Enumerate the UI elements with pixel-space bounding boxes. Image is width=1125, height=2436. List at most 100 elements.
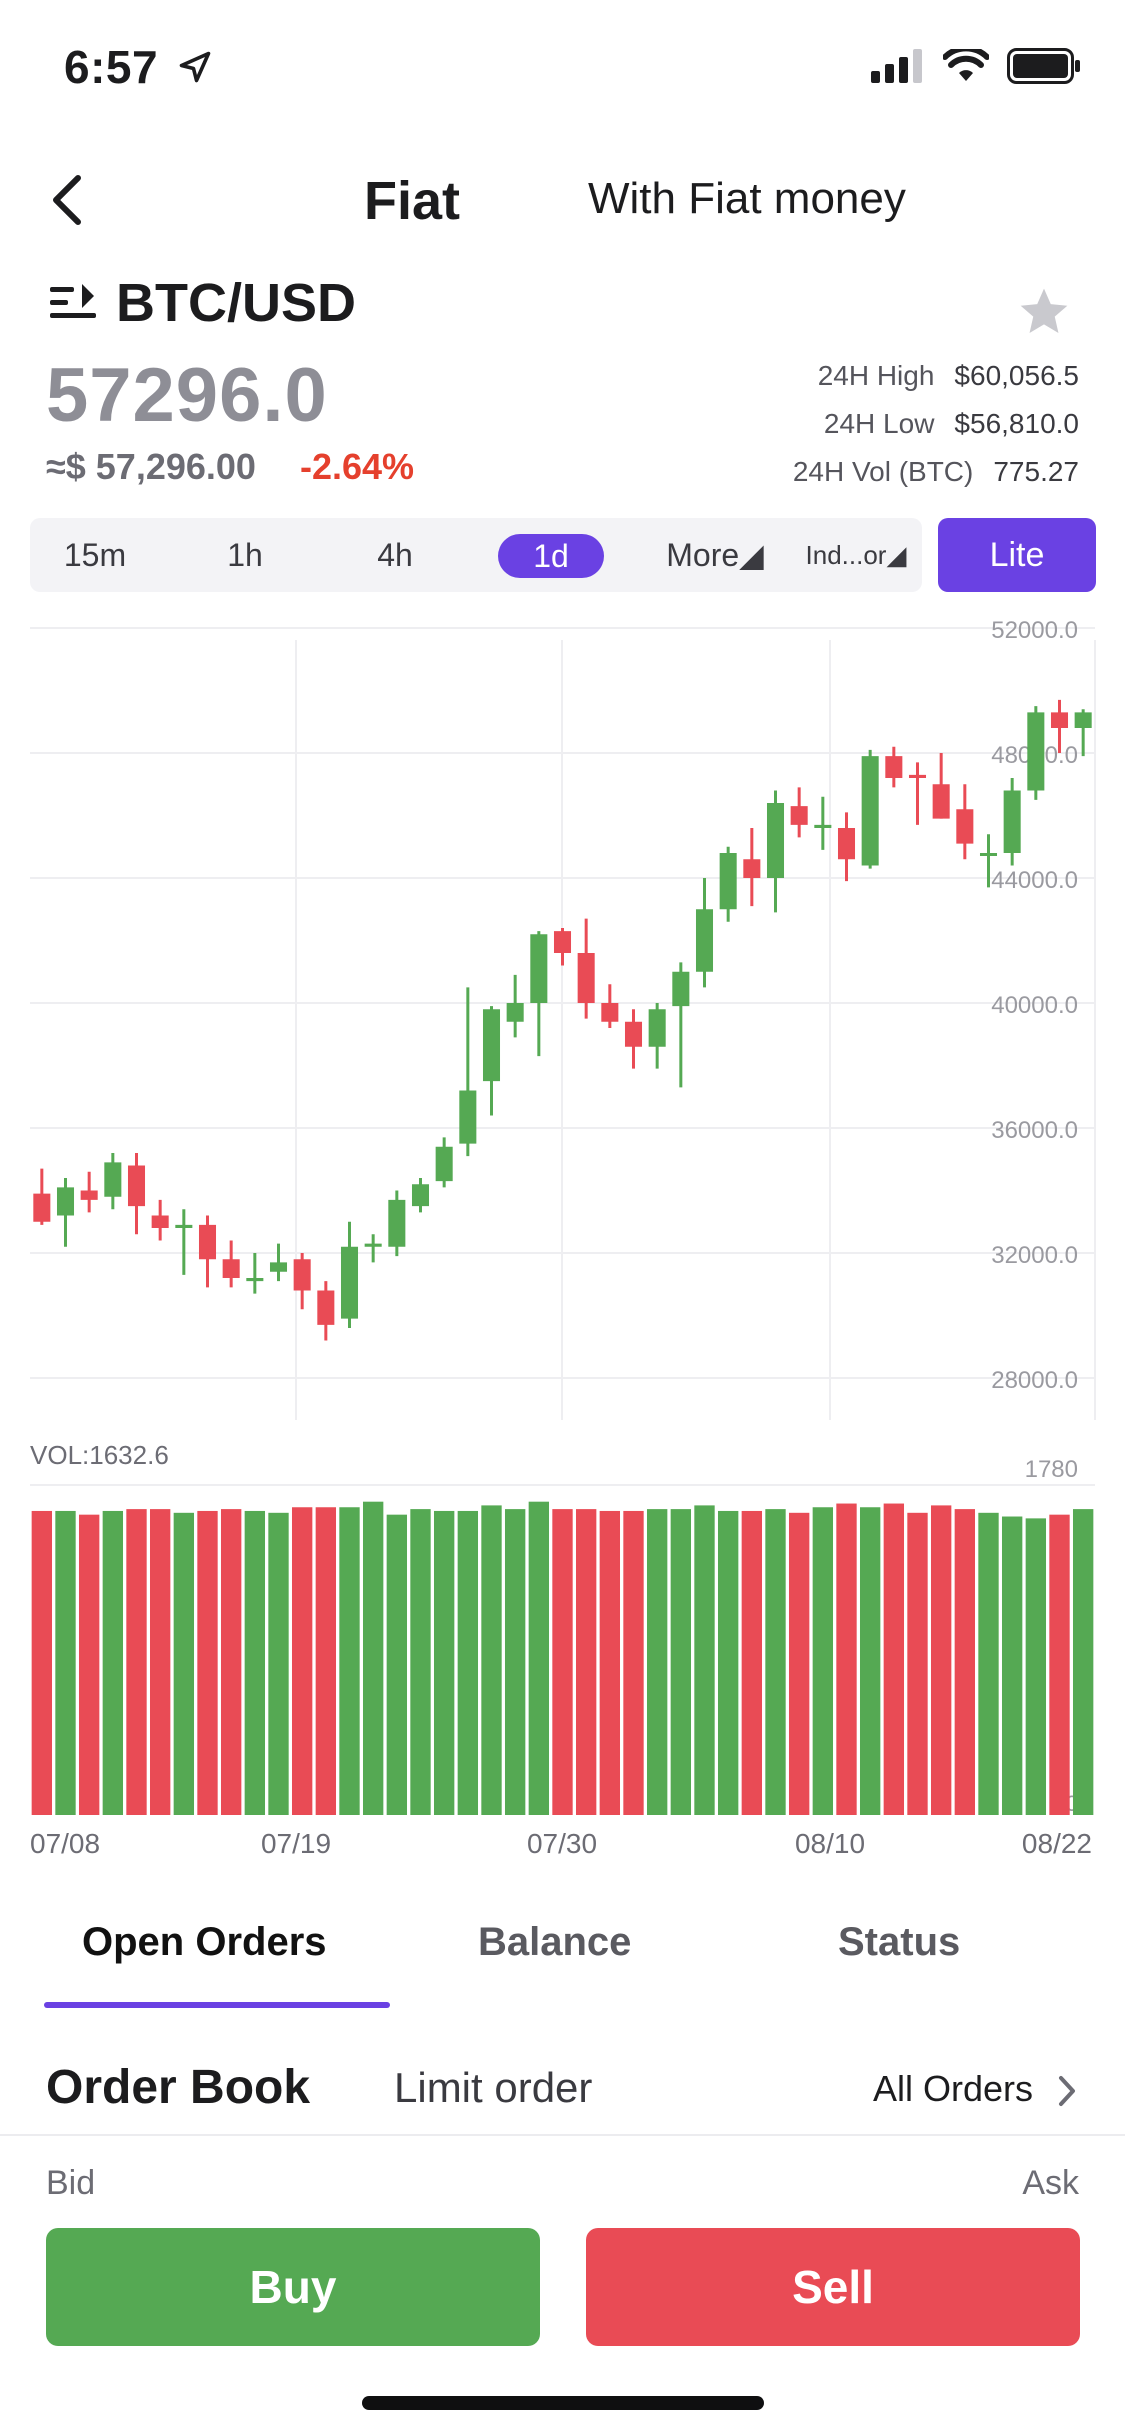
candle-body <box>719 853 737 910</box>
candle-body <box>80 1190 98 1200</box>
status-icons <box>871 48 1081 84</box>
fiat-price: ≈$ 57,296.00 <box>46 446 256 487</box>
candle-body <box>837 828 856 860</box>
buy-button[interactable]: Buy <box>46 2228 540 2346</box>
tab-balance[interactable]: Balance <box>478 1920 632 1964</box>
candle-body <box>1074 712 1092 728</box>
volume-bar <box>244 1510 266 1815</box>
candle-body <box>908 774 927 778</box>
candle-body <box>198 1224 217 1260</box>
candle-body <box>411 1184 430 1207</box>
stat-label: 24H High <box>817 360 935 391</box>
candle-body <box>648 1009 666 1047</box>
price-tick-label: 36000.0 <box>991 1117 1078 1144</box>
all-orders-link[interactable]: All Orders <box>872 2068 1033 2109</box>
volume-bar <box>575 1509 597 1815</box>
ask-label: Ask <box>1022 2164 1079 2202</box>
volume-bar <box>173 1512 195 1815</box>
volume-bar <box>1025 1518 1047 1815</box>
price-chart[interactable]: 52000.048000.044000.040000.036000.032000… <box>0 617 1125 1901</box>
pair-selector[interactable]: BTC/USD <box>48 272 356 334</box>
price-change: -2.64% <box>300 446 415 487</box>
divider <box>0 2134 1125 2136</box>
volume-bar <box>481 1505 502 1815</box>
volume-bar <box>623 1510 644 1815</box>
candle-body <box>246 1278 264 1282</box>
date-tick-label: 08/22 <box>1022 1828 1092 1859</box>
indicator-selector[interactable]: Ind...or◢ <box>805 540 907 570</box>
pair-name: BTC/USD <box>116 273 356 333</box>
candle-body <box>979 853 998 856</box>
candle-body <box>861 756 879 866</box>
tab-open-orders[interactable]: Open Orders <box>82 1920 327 1964</box>
tab-status[interactable]: Status <box>838 1920 961 1964</box>
volume-bar <box>836 1503 857 1815</box>
timeframe-1h[interactable]: 1h <box>227 537 263 573</box>
volume-bar <box>339 1507 360 1815</box>
candle-body <box>577 953 595 1003</box>
candle-body <box>885 756 903 778</box>
timeframe-bar: 15m 1h 4h 1d More◢ Ind...or◢ <box>30 518 922 592</box>
candle-body <box>932 784 950 819</box>
fiat-mode-link[interactable]: With Fiat money <box>588 174 906 223</box>
candle-body <box>695 909 714 972</box>
favorite-star-icon[interactable] <box>1016 284 1072 340</box>
candle-body <box>222 1259 240 1278</box>
candle-body <box>293 1259 311 1291</box>
volume-bar <box>765 1509 786 1815</box>
candle-body <box>56 1187 75 1216</box>
bid-label: Bid <box>46 2164 96 2202</box>
volume-bar <box>315 1507 337 1815</box>
last-price: 57296.0 <box>46 353 328 438</box>
volume-bar <box>126 1509 147 1815</box>
volume-bar <box>859 1507 881 1815</box>
volume-bar <box>410 1509 431 1815</box>
price-tick-label: 44000.0 <box>991 867 1078 894</box>
candle-body <box>743 859 761 878</box>
candle-body <box>317 1290 335 1325</box>
volume-bar <box>646 1509 668 1815</box>
volume-bar <box>220 1509 242 1815</box>
limit-order-tab[interactable]: Limit order <box>394 2064 593 2111</box>
lite-mode-button[interactable]: Lite <box>938 518 1096 592</box>
chevron-left-icon <box>53 175 81 225</box>
battery-icon <box>1007 48 1080 84</box>
timeframe-more[interactable]: More◢ <box>666 537 764 573</box>
date-tick-label: 07/08 <box>30 1828 100 1859</box>
menu-list-icon <box>50 284 96 318</box>
timeframe-1d[interactable]: 1d <box>498 534 604 578</box>
volume-bar <box>788 1512 810 1815</box>
timeframe-15m[interactable]: 15m <box>63 537 127 573</box>
volume-bar <box>78 1514 100 1815</box>
volume-bar <box>149 1509 171 1815</box>
volume-bar <box>741 1510 763 1815</box>
volume-bar <box>504 1509 526 1815</box>
candle-body <box>104 1162 122 1197</box>
chevron-right-icon[interactable] <box>1053 2072 1081 2110</box>
volume-bar <box>670 1509 692 1815</box>
candle-body <box>435 1146 453 1182</box>
date-tick-label: 07/30 <box>527 1828 597 1859</box>
candle-body <box>1003 790 1021 853</box>
volume-bar <box>386 1514 408 1815</box>
sell-button[interactable]: Sell <box>586 2228 1080 2346</box>
candle-body <box>672 971 690 1007</box>
stat-label: 24H Vol (BTC) <box>792 456 974 487</box>
candle-body <box>553 931 572 953</box>
candle-body <box>33 1193 51 1222</box>
date-tick-label: 08/10 <box>795 1828 865 1859</box>
candle-body <box>624 1021 643 1047</box>
volume-bar <box>954 1509 976 1815</box>
page-title[interactable]: Fiat <box>364 171 461 231</box>
market-stats: 24H High $60,056.5 24H Low $56,810.0 24H… <box>659 352 1079 496</box>
candle-body <box>175 1224 193 1228</box>
navigation-bar: Fiat With Fiat money <box>0 150 1125 250</box>
stat-24h-vol: 24H Vol (BTC) 775.27 <box>659 448 1079 496</box>
volume-bar <box>268 1512 289 1815</box>
price-tick-label: 28000.0 <box>991 1367 1078 1394</box>
timeframe-4h[interactable]: 4h <box>377 537 413 573</box>
candle-body <box>766 803 785 878</box>
volume-label: VOL:1632.6 <box>30 1440 169 1470</box>
back-button[interactable] <box>40 170 100 230</box>
volume-bar <box>55 1510 76 1815</box>
